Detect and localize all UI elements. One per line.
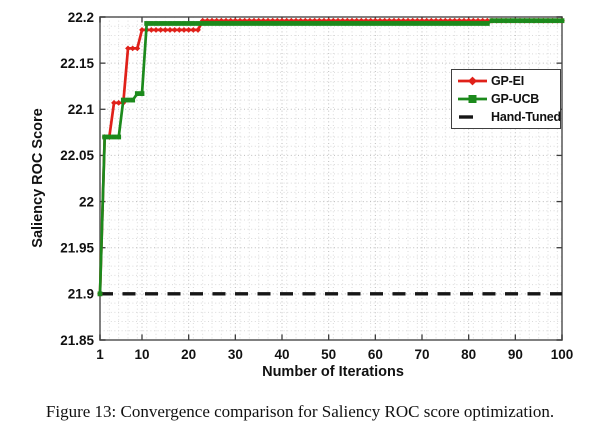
series-gp-ucb: [97, 18, 565, 297]
legend-item-hand-tuned: Hand-Tuned: [456, 108, 561, 126]
x-tick-label: 40: [274, 347, 289, 362]
x-tick-label: 80: [461, 347, 476, 362]
y-tick-label: 21.9: [68, 287, 94, 302]
x-tick-label: 50: [321, 347, 336, 362]
x-tick-label: 70: [414, 347, 429, 362]
y-tick-label: 21.95: [60, 241, 94, 256]
legend-label-gp-ei: GP-EI: [491, 74, 525, 88]
x-axis-label: Number of Iterations: [262, 364, 404, 380]
convergence-chart: 21.85 21.9 21.95 22 22.05 22.1 22.15 22.2 1 10 20 3…: [60, 10, 574, 362]
legend: GP-EI GP-UCB Hand-Tuned: [451, 69, 561, 129]
y-tick-label: 21.85: [60, 333, 94, 348]
legend-label-hand-tuned: Hand-Tuned: [491, 110, 561, 124]
axis-ticks: [99, 16, 563, 341]
major-grid: [100, 17, 562, 340]
y-axis-label: Saliency ROC Score: [30, 108, 46, 248]
gp-ei-line-sample-icon: [458, 76, 487, 86]
minor-grid: [100, 17, 562, 340]
x-tick-label: 60: [368, 347, 383, 362]
x-tick-label: 100: [551, 347, 574, 362]
x-tick-label: 10: [134, 347, 149, 362]
y-tick-label: 22.1: [68, 102, 95, 117]
x-tick-label: 1: [96, 347, 104, 362]
plot-box: [99, 16, 563, 341]
y-tick-label: 22.05: [60, 148, 94, 163]
hand-tuned-dash-sample-icon: [459, 115, 473, 119]
legend-label-gp-ucb: GP-UCB: [491, 92, 540, 106]
figure-caption: Figure 13: Convergence comparison for Sa…: [45, 402, 555, 421]
legend-item-gp-ucb: GP-UCB: [456, 90, 560, 108]
x-tick-label: 20: [181, 347, 196, 362]
series-gp-ei: [97, 17, 565, 297]
y-tick-label: 22.2: [68, 10, 94, 25]
gp-ucb-line-sample-icon: [458, 95, 487, 103]
y-tick-label: 22.15: [60, 56, 94, 71]
x-tick-label: 30: [228, 347, 243, 362]
y-tick-label: 22: [79, 194, 94, 209]
x-tick-label: 90: [508, 347, 523, 362]
legend-item-gp-ei: GP-EI: [456, 72, 560, 90]
